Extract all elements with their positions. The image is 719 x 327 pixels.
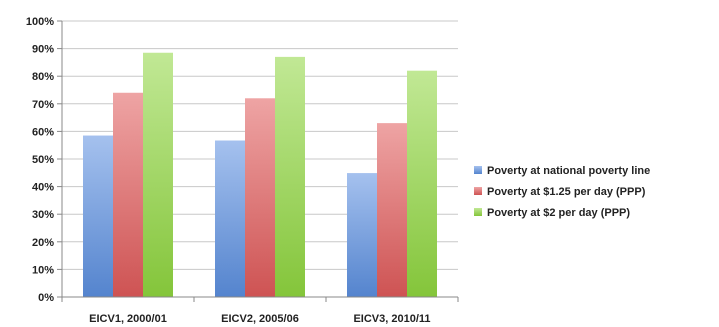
legend-swatch <box>474 166 482 174</box>
bar-series-0-cat-1 <box>215 140 245 297</box>
legend-label: Poverty at national poverty line <box>487 165 650 177</box>
y-tick-label: 10% <box>32 264 54 276</box>
y-tick-label: 70% <box>32 99 54 111</box>
bar-series-2-cat-1 <box>275 56 305 297</box>
y-tick-label: 40% <box>32 182 54 194</box>
y-tick-label: 60% <box>32 126 54 138</box>
x-category-label: EICV3, 2010/11 <box>353 313 430 325</box>
y-tick-label: 50% <box>32 154 54 166</box>
bar-series-1-cat-2 <box>377 123 407 298</box>
y-tick-label: 0% <box>38 292 54 304</box>
legend-label: Poverty at $1.25 per day (PPP) <box>487 186 646 198</box>
bar-series-1-cat-1 <box>245 98 275 297</box>
x-category-label: EICV2, 2005/06 <box>221 313 299 325</box>
x-category-label: EICV1, 2000/01 <box>89 313 167 325</box>
y-tick-label: 100% <box>26 16 54 28</box>
y-tick-label: 30% <box>32 209 54 221</box>
bars <box>83 52 437 298</box>
bar-series-2-cat-2 <box>407 70 437 298</box>
bar-series-0-cat-2 <box>347 173 377 297</box>
axes <box>61 21 459 302</box>
y-axis-ticks: 0% 10% 20% 30% 40% 50% 60% 70% 80% 90% 100% <box>26 16 62 304</box>
legend-swatch <box>474 208 482 216</box>
y-tick-label: 20% <box>32 237 54 249</box>
legend-label: Poverty at $2 per day (PPP) <box>487 207 630 219</box>
bar-series-2-cat-0 <box>143 52 173 297</box>
x-axis-labels: EICV1, 2000/01 EICV2, 2005/06 EICV3, 2010/… <box>89 313 430 325</box>
bar-series-1-cat-0 <box>113 92 143 297</box>
bar-series-0-cat-0 <box>83 135 113 297</box>
y-tick-label: 90% <box>32 44 54 56</box>
y-tick-label: 80% <box>32 71 54 83</box>
legend: Poverty at national poverty line Poverty … <box>474 165 650 219</box>
legend-swatch <box>474 187 482 195</box>
